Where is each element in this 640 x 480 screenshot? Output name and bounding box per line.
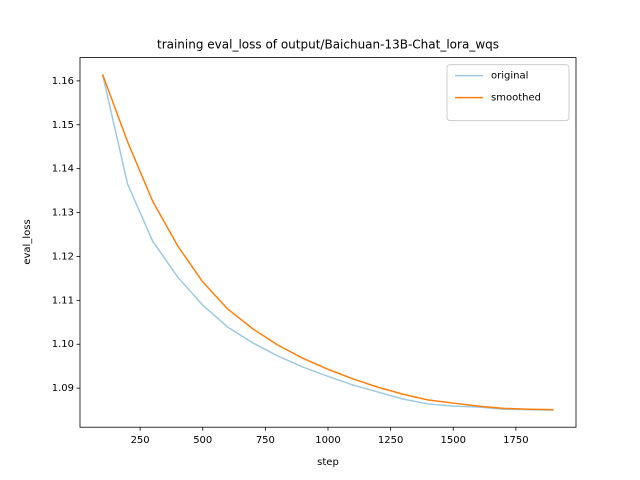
legend-box — [446, 64, 570, 122]
y-tick-label: 1.14 — [52, 164, 74, 175]
x-tick-label: 250 — [131, 435, 150, 446]
x-tick-label: 750 — [256, 435, 275, 446]
line-series — [101, 74, 554, 411]
x-tick-label: 1750 — [503, 435, 528, 446]
y-tick-label: 1.16 — [52, 76, 74, 87]
y-tick-label: 1.10 — [52, 339, 74, 350]
y-tick-label: 1.13 — [52, 208, 74, 219]
y-tick-label: 1.15 — [52, 120, 74, 131]
y-tick-label: 1.11 — [52, 295, 74, 306]
y-axis-label: eval_loss — [22, 219, 33, 264]
legend-label: smoothed — [491, 93, 541, 104]
chart-title: training eval_loss of output/Baichuan-13… — [157, 38, 499, 52]
y-tick-label: 1.12 — [52, 251, 74, 262]
x-tick-label: 1250 — [378, 435, 403, 446]
line-series — [101, 74, 554, 411]
x-tick-label: 1000 — [315, 435, 340, 446]
x-tick-label: 1500 — [441, 435, 466, 446]
y-tick-label: 1.09 — [52, 383, 74, 394]
plot-frame — [79, 57, 577, 428]
x-tick-label: 500 — [193, 435, 212, 446]
x-axis-label: step — [317, 457, 339, 468]
legend-label: original — [491, 71, 528, 82]
